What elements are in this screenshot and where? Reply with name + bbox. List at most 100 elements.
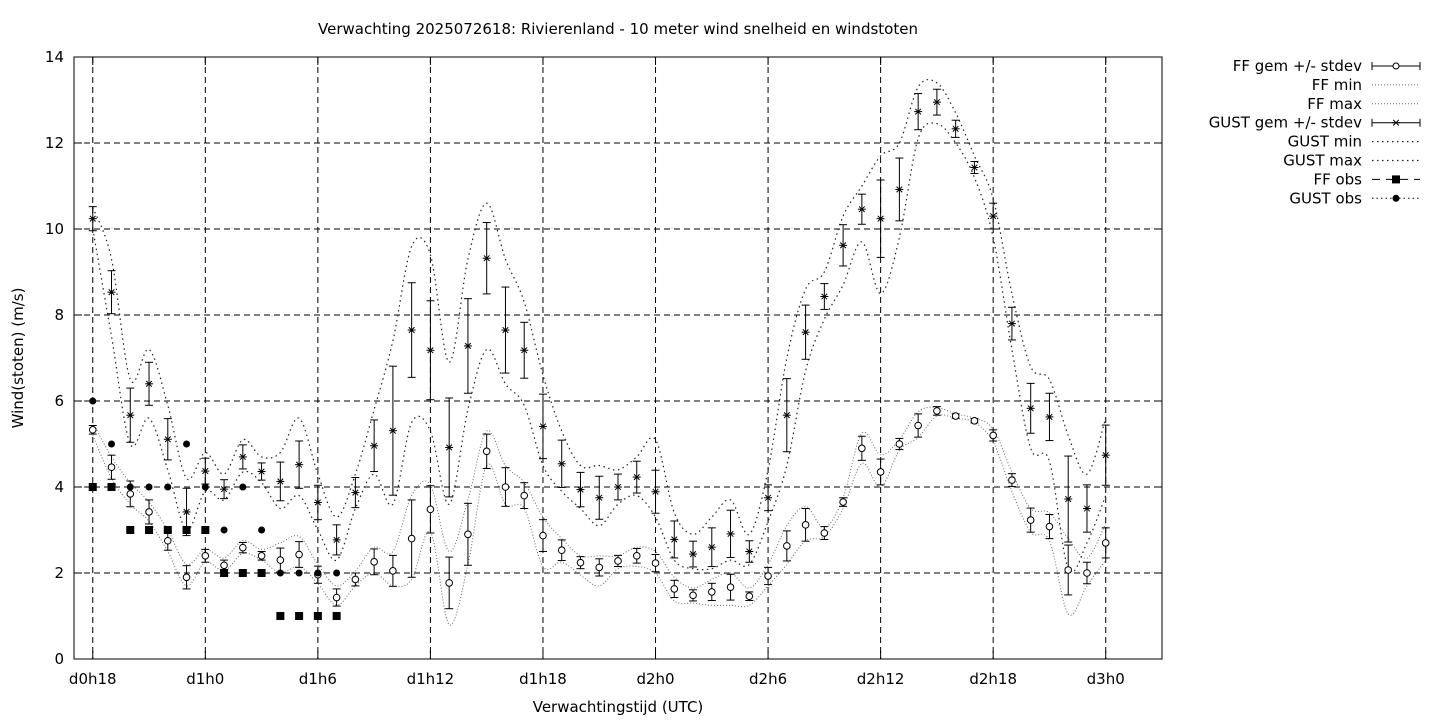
gust-mean-point	[746, 548, 753, 555]
legend-label: FF min	[1312, 76, 1362, 94]
ff-mean-point	[876, 468, 885, 476]
gust-mean-point	[1065, 495, 1072, 503]
errorbar-series-ff	[88, 406, 1110, 610]
ff-mean-point	[764, 572, 772, 580]
gust-mean-point	[577, 486, 584, 493]
gust-mean-point	[427, 347, 434, 354]
gust-mean-point	[877, 215, 884, 222]
gust-obs-point	[276, 569, 284, 577]
ff-mean-point	[576, 558, 585, 567]
legend-swatch-marker	[1392, 194, 1400, 202]
x-tick-label: d1h12	[407, 670, 455, 688]
ff-mean-point	[951, 412, 960, 420]
x-tick-label: d1h6	[299, 670, 337, 688]
ff-mean-point	[933, 407, 941, 415]
legend-swatch-marker	[1392, 175, 1400, 184]
x-tick-label: d3h0	[1087, 670, 1125, 688]
ff-mean-point	[801, 521, 810, 529]
y-tick-label: 4	[54, 478, 64, 496]
x-axis-label: Verwachtingstijd (UTC)	[533, 698, 704, 716]
ff-mean-point	[1026, 516, 1035, 524]
gust-obs-point	[145, 483, 153, 491]
ff-mean-point	[632, 552, 641, 560]
gust-obs-point	[201, 483, 209, 491]
ff-mean-point	[464, 530, 472, 539]
legend-label: FF max	[1307, 95, 1362, 113]
gust-mean-point	[802, 329, 809, 336]
ff-mean-point	[445, 579, 453, 587]
gust-mean-point	[145, 380, 153, 387]
gust-mean-point	[89, 215, 96, 222]
gust-mean-point	[314, 499, 322, 506]
x-tick-label: d2h6	[749, 670, 787, 688]
legend-label: FF obs	[1313, 170, 1362, 188]
gust-mean-point	[333, 536, 340, 544]
gust-obs-point	[258, 526, 266, 534]
ff-mean-point	[614, 557, 622, 565]
y-tick-label: 6	[54, 392, 64, 410]
ff-mean-point	[1083, 569, 1091, 577]
ff-obs-point	[257, 569, 266, 577]
ff-mean-point	[1064, 566, 1073, 574]
gust-mean-point	[1027, 405, 1034, 412]
ff-mean-point	[651, 559, 660, 567]
gust-obs-point	[239, 483, 247, 491]
ff-mean-point	[520, 491, 529, 500]
gust-mean-point	[446, 444, 453, 451]
y-tick-label: 14	[45, 48, 64, 66]
gust-mean-point	[614, 483, 622, 491]
ff-mean-point	[989, 431, 997, 440]
gust-mean-point	[914, 108, 922, 115]
gust-mean-point	[277, 478, 284, 485]
series-line-gust-min	[92, 122, 1107, 573]
gust-obs-point	[333, 569, 341, 577]
ff-obs-point	[107, 483, 116, 491]
gust-mean-point	[708, 544, 715, 551]
gust-mean-point	[127, 412, 134, 419]
legend-swatch-marker	[1392, 119, 1400, 126]
ff-obs-point	[332, 612, 341, 620]
gust-mean-point	[689, 550, 697, 558]
gust-mean-point	[1102, 452, 1109, 459]
gust-mean-point	[671, 536, 678, 543]
ff-mean-point	[295, 550, 303, 559]
ff-obs-point	[182, 526, 191, 534]
ff-obs-point	[163, 526, 172, 534]
gust-obs-point	[295, 569, 303, 577]
ff-mean-point	[839, 498, 847, 506]
ff-mean-point	[707, 588, 716, 596]
gust-mean-point	[821, 293, 828, 300]
ff-mean-point	[426, 505, 435, 514]
ff-obs-point	[88, 483, 97, 491]
ff-mean-point	[689, 591, 697, 600]
ff-obs-point	[126, 526, 135, 534]
ff-mean-point	[726, 583, 735, 591]
y-tick-label: 10	[45, 220, 64, 238]
gust-mean-point	[558, 460, 565, 467]
series-layer	[88, 78, 1110, 626]
gust-mean-point	[239, 453, 246, 461]
ff-mean-point	[407, 534, 416, 543]
gust-mean-point	[164, 436, 171, 443]
ff-mean-point	[1008, 476, 1016, 484]
ff-obs-point	[220, 569, 229, 577]
ff-mean-point	[201, 552, 210, 560]
gust-mean-point	[764, 494, 772, 501]
gust-mean-point	[839, 242, 847, 249]
chart-title: Verwachting 2025072618: Rivierenland - 1…	[318, 20, 918, 38]
x-tick-label: d2h0	[636, 670, 674, 688]
ff-mean-point	[557, 546, 566, 555]
gust-mean-point	[408, 326, 415, 334]
ff-mean-point	[126, 490, 135, 498]
ff-obs-point	[295, 612, 304, 620]
x-tick-label: d2h12	[857, 670, 905, 688]
ff-mean-point	[1045, 522, 1054, 531]
ff-mean-point	[88, 426, 97, 434]
ff-mean-point	[276, 556, 285, 564]
gust-mean-point	[1008, 320, 1016, 327]
y-tick-label: 8	[54, 306, 64, 324]
ff-mean-point	[914, 421, 922, 430]
ff-mean-point	[1101, 539, 1110, 547]
